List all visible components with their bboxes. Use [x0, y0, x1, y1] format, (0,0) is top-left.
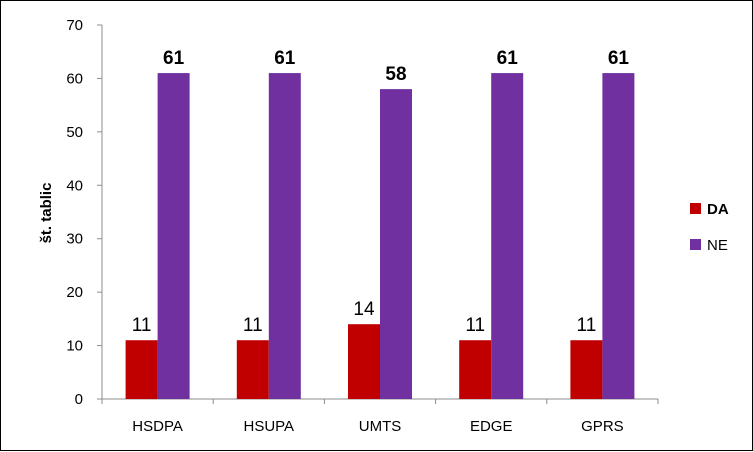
y-tick-label: 70	[66, 17, 83, 34]
data-labels: 11 11 14 11 11 61 61 58 61 61	[132, 48, 630, 336]
bar-da	[348, 324, 380, 399]
legend: DA NE	[690, 201, 729, 254]
data-label-da: 11	[465, 315, 485, 336]
bar-ne	[380, 89, 412, 399]
y-tick-label: 0	[75, 391, 83, 408]
y-tick-label: 10	[66, 338, 83, 355]
data-label-ne: 58	[385, 64, 406, 85]
data-label-da: 11	[132, 315, 152, 336]
x-tick-label: EDGE	[470, 418, 513, 435]
data-label-ne: 61	[274, 48, 296, 69]
legend-label-da: DA	[707, 201, 729, 218]
bar-da	[236, 340, 269, 399]
bar-ne	[268, 73, 301, 399]
x-tick-label: UMTS	[359, 418, 402, 435]
y-tick-label: 20	[66, 284, 83, 301]
data-label-ne: 61	[608, 48, 630, 69]
bar-ne	[157, 73, 190, 399]
bar-da	[459, 340, 492, 399]
bars	[125, 73, 635, 399]
data-label-da: 11	[577, 315, 597, 336]
y-tick-label: 50	[66, 124, 83, 141]
data-label-da: 14	[353, 299, 375, 320]
x-tick-label: HSDPA	[132, 418, 183, 435]
bar-da	[570, 340, 603, 399]
data-label-ne: 61	[163, 48, 185, 69]
bar-ne	[491, 73, 524, 399]
x-tick-label: HSUPA	[244, 418, 295, 435]
legend-swatch-da	[690, 203, 701, 214]
bar-ne	[602, 73, 635, 399]
data-label-ne: 61	[497, 48, 519, 69]
legend-label-ne: NE	[707, 237, 728, 254]
y-tick-label: 60	[66, 70, 83, 87]
y-tick-label: 40	[66, 177, 83, 194]
axes: 0 10 20 30 40 50 60 70 HSDPA HSUPA UMTS EDGE GPRS	[66, 17, 659, 435]
y-axis-title: št. tablic	[38, 183, 55, 244]
data-label-da: 11	[243, 315, 263, 336]
x-tick-label: GPRS	[581, 418, 624, 435]
y-tick-label: 30	[66, 231, 83, 248]
bar-da	[125, 340, 158, 399]
legend-swatch-ne	[690, 239, 701, 250]
